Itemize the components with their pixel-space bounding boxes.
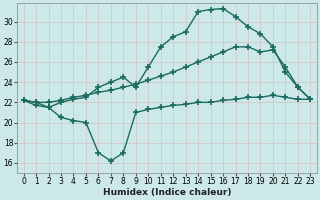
X-axis label: Humidex (Indice chaleur): Humidex (Indice chaleur) (103, 188, 231, 197)
